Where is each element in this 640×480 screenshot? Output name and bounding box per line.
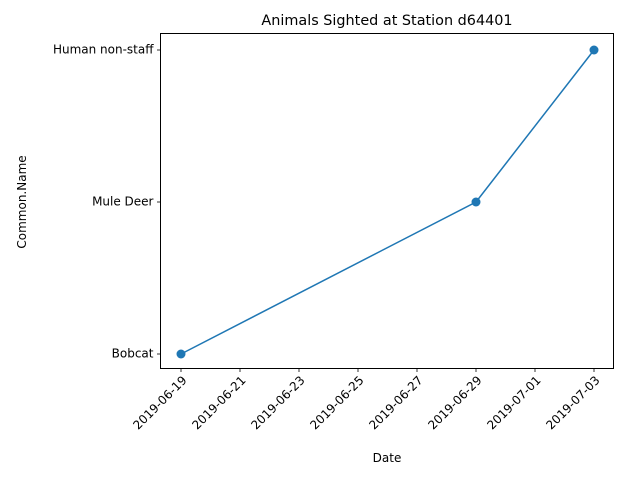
x-axis-label: Date — [373, 451, 402, 465]
y-axis-ticks: Bobcat Mule Deer Human non-staff — [53, 43, 161, 361]
y-axis-label: Common.Name — [15, 155, 29, 248]
data-point — [176, 349, 186, 359]
y-tick-label: Human non-staff — [53, 43, 154, 57]
plot-frame — [160, 33, 614, 369]
y-tick-label: Bobcat — [112, 347, 154, 361]
data-point — [471, 197, 481, 207]
plot-area — [176, 45, 599, 359]
y-tick-label: Mule Deer — [92, 195, 153, 209]
data-point — [589, 45, 599, 55]
chart-title: Animals Sighted at Station d64401 — [261, 13, 512, 29]
